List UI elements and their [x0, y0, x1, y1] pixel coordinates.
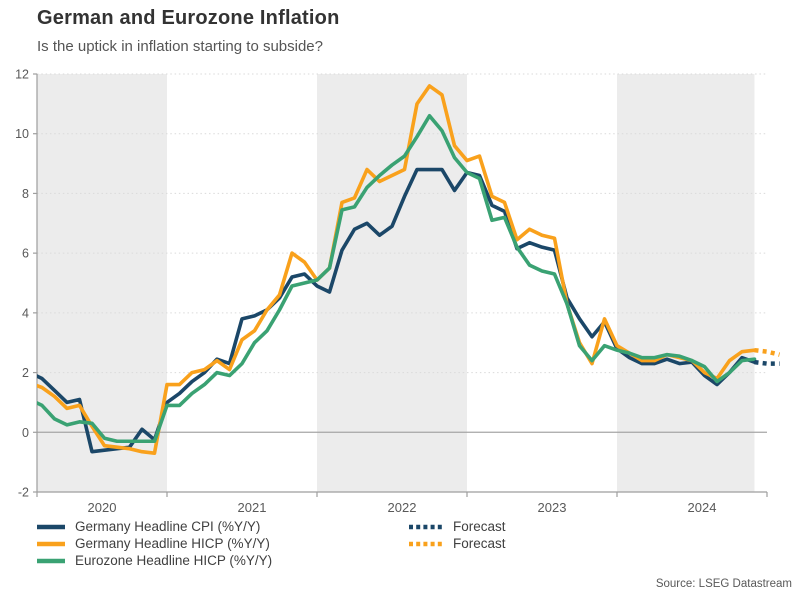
- legend-item: Germany Headline HICP (%Y/Y): [36, 535, 272, 552]
- forecast-line: [754, 347, 781, 357]
- legend-item: Eurozone Headline HICP (%Y/Y): [36, 552, 272, 569]
- x-tick-label: 2021: [238, 500, 267, 515]
- forecast-dotted-swatch: [409, 541, 443, 546]
- legend-label: Germany Headline CPI (%Y/Y): [75, 519, 261, 534]
- legend-forecast: Forecast Forecast: [408, 518, 506, 552]
- forecast-line: [754, 359, 780, 366]
- series-line: [37, 114, 757, 444]
- x-tick-label: 2022: [388, 500, 417, 515]
- source-credit: Source: LSEG Datastream: [655, 578, 792, 590]
- year-band: [37, 74, 167, 492]
- y-tick-label: 8: [22, 187, 29, 201]
- legend-item-forecast: Forecast: [408, 535, 506, 552]
- y-tick-label: 2: [22, 366, 29, 380]
- series-line-swatch: [37, 541, 65, 546]
- y-tick-label: 12: [15, 68, 29, 82]
- y-tick-label: -2: [18, 486, 29, 500]
- x-tick-label: 2023: [538, 500, 567, 515]
- year-band: [317, 74, 467, 492]
- legend-label: Germany Headline HICP (%Y/Y): [75, 536, 270, 551]
- chart-subtitle: Is the uptick in inflation starting to s…: [37, 38, 323, 55]
- y-tick-label: 0: [22, 426, 29, 440]
- y-tick-label: 6: [22, 247, 29, 261]
- legend-label: Eurozone Headline HICP (%Y/Y): [75, 553, 273, 568]
- y-tick-label: 10: [15, 127, 29, 141]
- year-band: [617, 74, 755, 492]
- legend-item: Germany Headline CPI (%Y/Y): [36, 518, 272, 535]
- x-tick-label: 2020: [88, 500, 117, 515]
- legend-item-forecast: Forecast: [408, 518, 506, 535]
- series-line-swatch: [37, 558, 65, 563]
- y-tick-label: 4: [22, 306, 29, 320]
- legend: Germany Headline CPI (%Y/Y) Germany Headl…: [36, 518, 272, 569]
- series-line-swatch: [37, 524, 65, 529]
- legend-label: Forecast: [453, 536, 506, 551]
- forecast-dotted-swatch: [409, 524, 443, 529]
- chart-title: German and Eurozone Inflation: [37, 7, 340, 29]
- legend-label: Forecast: [453, 519, 506, 534]
- x-tick-label: 2024: [688, 500, 717, 515]
- series-line: [37, 167, 757, 454]
